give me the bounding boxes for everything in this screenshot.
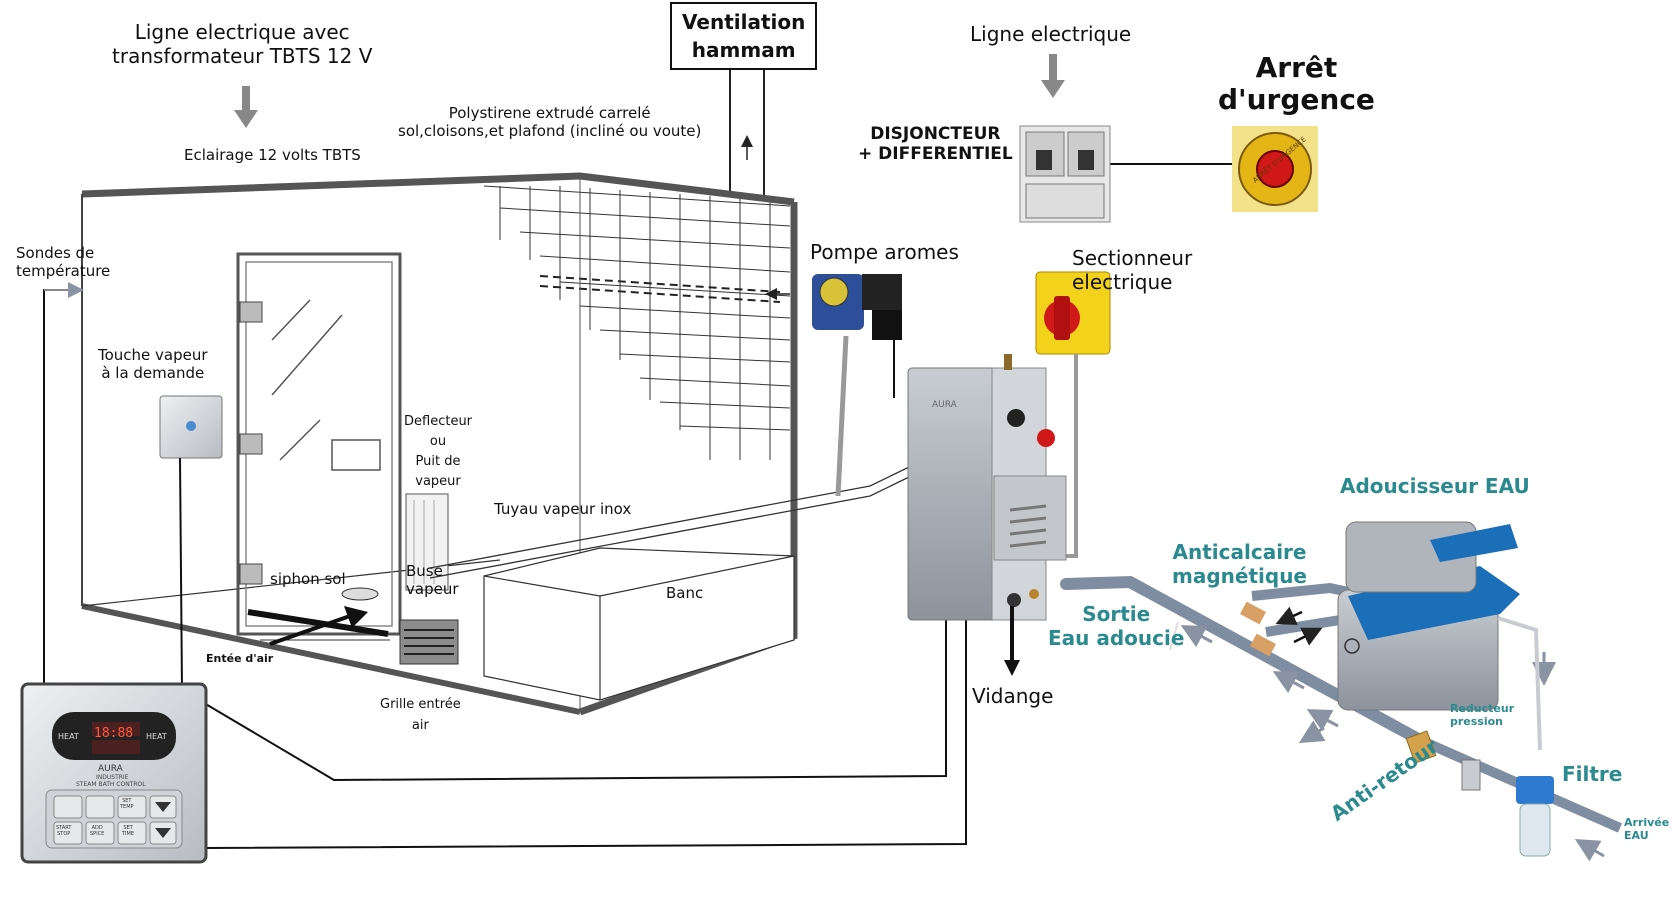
- controller-brand: AURA: [98, 764, 123, 774]
- controller-display: 18:88: [94, 726, 134, 741]
- water-softener: [1337, 521, 1542, 751]
- magnetic-anticalc: [1240, 601, 1276, 657]
- tbts-arrow: [234, 86, 258, 128]
- label-siphon-sol: siphon sol: [270, 570, 346, 588]
- siphon-drain: [341, 587, 379, 601]
- pipe-flow-arrows: [1180, 606, 1605, 862]
- water-filter: [1516, 776, 1554, 857]
- steam-generator: [907, 354, 1067, 621]
- isolator-cable: [1066, 354, 1078, 558]
- label-vidange: Vidange: [972, 684, 1054, 708]
- air-grille: [399, 619, 459, 665]
- controller-btn-set-temp: SET TEMP: [120, 798, 134, 810]
- controller-sub: INDUSTRIE: [96, 774, 129, 781]
- circuit-breaker: [1019, 125, 1111, 223]
- aroma-hose: [835, 335, 849, 497]
- label-ligne-tbts: Ligne electrique avec transformateur TBT…: [112, 20, 373, 68]
- isolator-switch: [1035, 271, 1111, 355]
- glass-door: [236, 252, 402, 637]
- label-sortie-eau: Sortie Eau adoucie: [1048, 602, 1185, 650]
- emergency-stop: [1232, 126, 1318, 212]
- air-inlet-arrow: [269, 606, 368, 646]
- steam-controller: [20, 682, 208, 864]
- label-disjoncteur: DISJONCTEUR + DIFFERENTIEL: [858, 124, 1013, 164]
- label-reducteur: Reducteur pression: [1450, 702, 1515, 728]
- anti-return-valve: [1405, 730, 1437, 764]
- controller-btn-start-stop: START STOP: [56, 825, 72, 837]
- label-buse-vapeur: Buse vapeur: [406, 562, 459, 598]
- label-eclairage: Eclairage 12 volts TBTS: [184, 146, 361, 164]
- label-deflecteur: Deflecteur ou Puit de vapeur: [404, 414, 473, 489]
- label-filtre: Filtre: [1562, 762, 1623, 786]
- generator-brand: AURA: [932, 400, 957, 410]
- vidange-arrow: [1004, 606, 1020, 676]
- steam-touch-button: [159, 395, 223, 459]
- label-entree-air: Entée d'air: [206, 652, 274, 665]
- label-grille-entree: Grille entrée air: [380, 697, 461, 733]
- label-banc: Banc: [666, 584, 704, 602]
- label-polystirene: Polystirene extrudé carrelé sol,cloisons…: [398, 104, 702, 140]
- label-sectionneur: Sectionneur electrique: [1072, 246, 1193, 294]
- label-tuyau-vapeur: Tuyau vapeur inox: [494, 500, 632, 518]
- ventilation-duct: [729, 68, 765, 196]
- aroma-pump: [812, 274, 902, 340]
- controller-model: STEAM BATH CONTROL: [76, 781, 146, 788]
- pressure-reducer: [1461, 759, 1481, 791]
- label-touche-vapeur: Touche vapeur à la demande: [98, 346, 208, 382]
- controller-btn-set-time: SET TIME: [122, 825, 135, 837]
- ligne-electrique-arrow: [1041, 54, 1065, 98]
- label-ligne-electrique: Ligne electrique: [970, 22, 1132, 46]
- label-arret-urgence: Arrêt d'urgence: [1218, 51, 1375, 116]
- label-pompe-aromes: Pompe aromes: [810, 240, 959, 264]
- bench: [483, 547, 795, 701]
- steam-deflector: [405, 493, 449, 591]
- controller-heat-left: HEAT: [58, 732, 79, 741]
- label-ventilation: Ventilation hammam: [670, 2, 818, 70]
- label-adoucisseur: Adoucisseur EAU: [1340, 474, 1530, 498]
- label-anticalcaire: Anticalcaire magnétique: [1172, 540, 1307, 588]
- label-arrivee-eau: Arrivée EAU: [1624, 816, 1670, 842]
- tile-grid: [483, 185, 791, 460]
- controller-heat-right: HEAT: [146, 732, 167, 741]
- label-sondes: Sondes de température: [16, 244, 111, 280]
- controller-btn-add-spice: ADD SPICE: [90, 825, 105, 837]
